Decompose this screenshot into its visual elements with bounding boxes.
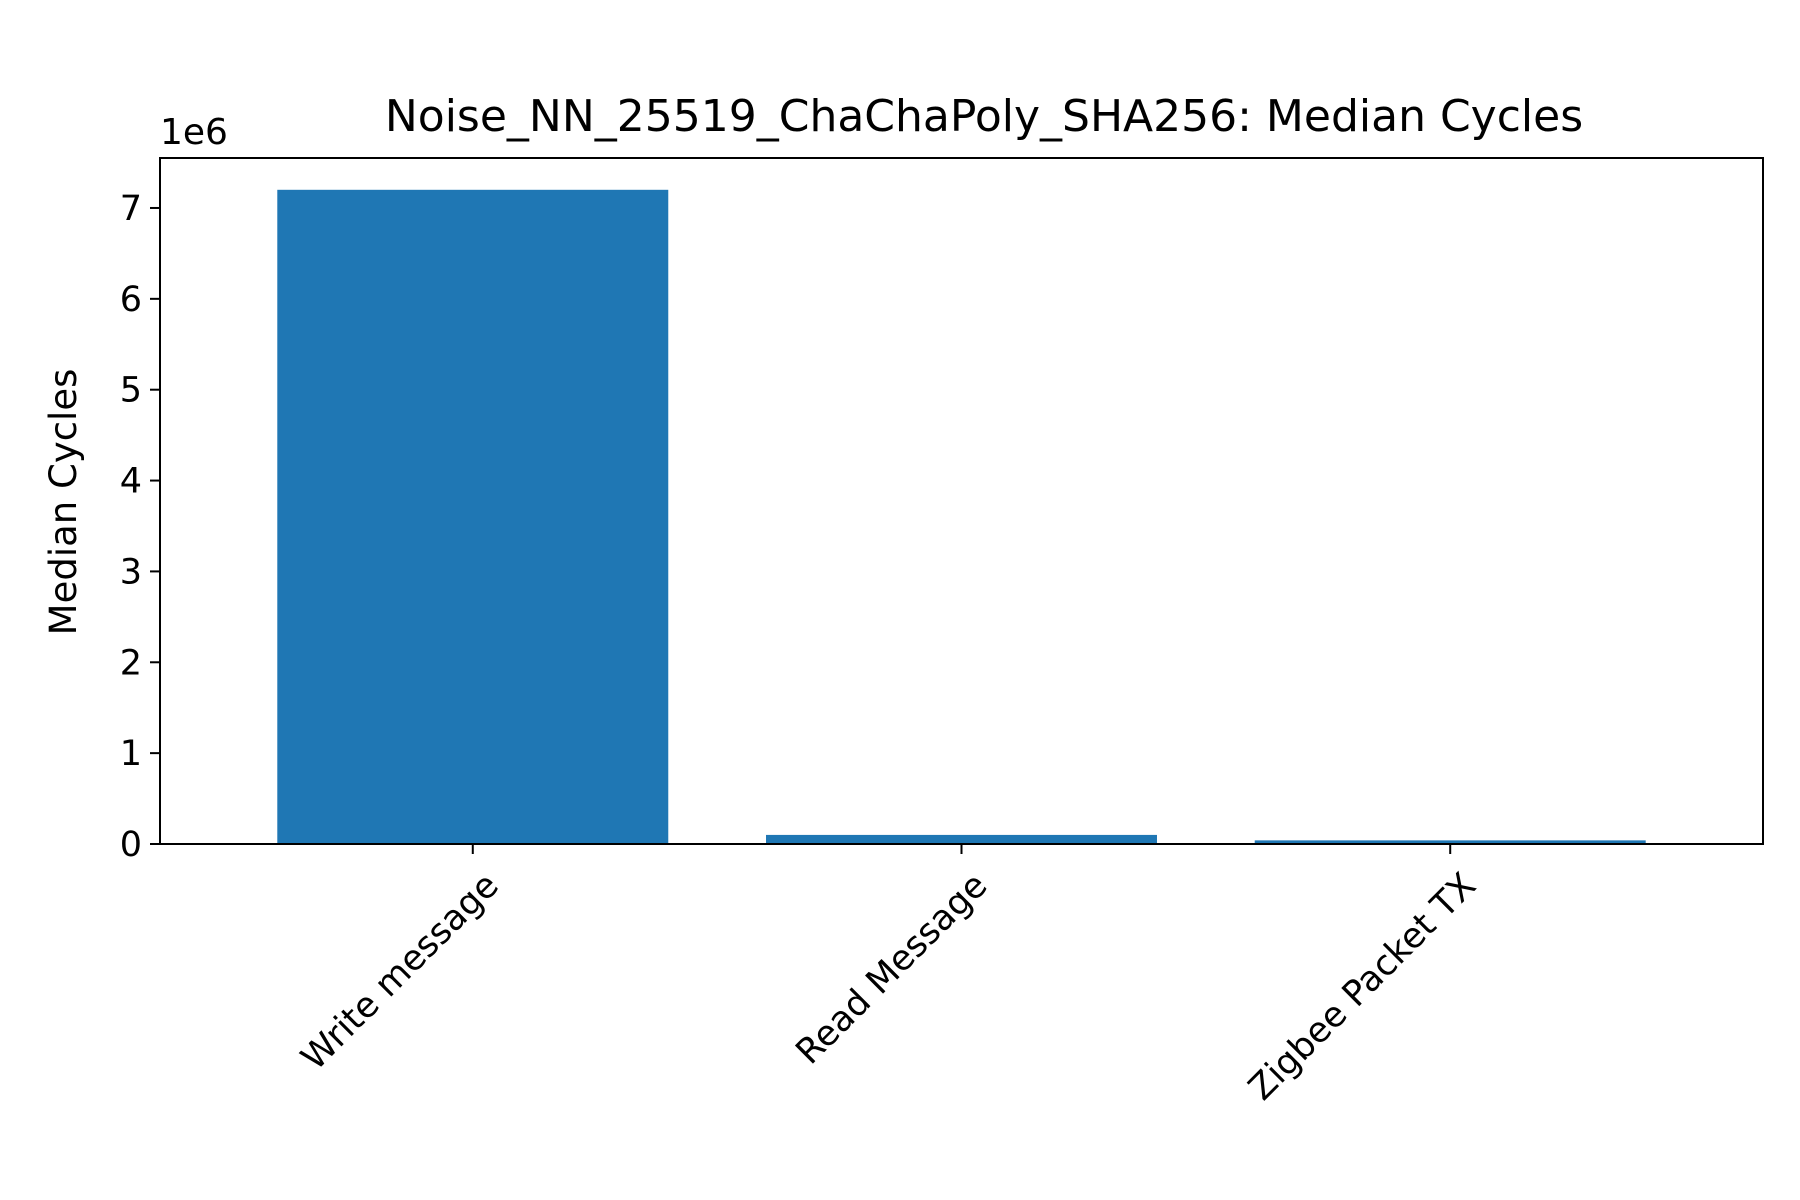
y-tick-label: 1 xyxy=(120,734,142,774)
y-tick-label: 5 xyxy=(120,371,142,411)
y-tick-label: 2 xyxy=(120,643,142,683)
y-tick-label: 7 xyxy=(120,189,142,229)
x-tick-label: Write message xyxy=(294,866,507,1079)
x-tick-label: Read Message xyxy=(789,866,996,1073)
y-tick-label: 0 xyxy=(120,825,142,865)
x-axis-ticks: Write message Read Message Zigbee Packet T… xyxy=(294,844,1484,1108)
x-tick-label: Zigbee Packet TX xyxy=(1241,866,1484,1109)
y-tick-label: 3 xyxy=(120,552,142,592)
y-axis-offset-label: 1e6 xyxy=(160,112,228,153)
y-axis-ticks: 0 1 2 3 4 5 6 7 xyxy=(120,189,160,865)
y-axis-label: Median Cycles xyxy=(42,369,85,636)
y-tick-label: 4 xyxy=(120,462,142,502)
y-tick-label: 6 xyxy=(120,280,142,320)
bars-group xyxy=(277,189,1646,844)
chart-title: Noise_NN_25519_ChaChaPoly_SHA256: Median… xyxy=(385,91,1583,142)
plot-frame xyxy=(159,157,1764,845)
bar-write-message xyxy=(277,189,669,844)
bar-read-message xyxy=(766,834,1157,844)
bar-zigbee-packet-tx xyxy=(1254,840,1646,844)
